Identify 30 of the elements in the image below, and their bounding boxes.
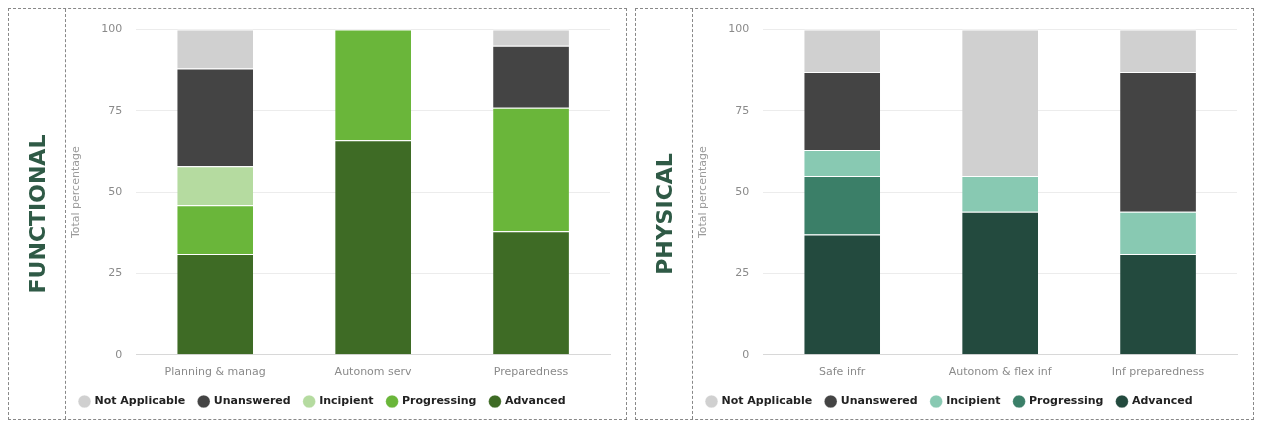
legend-label: Progressing [1029, 394, 1104, 408]
y-tick-label: 50 [735, 185, 750, 199]
x-tick-label: Inf preparedness [1111, 365, 1205, 379]
legend-label: Advanced [504, 394, 566, 408]
y-tick-label: 25 [108, 266, 123, 280]
legend-label: Incipient [319, 394, 374, 408]
legend-label: Unanswered [213, 394, 291, 408]
legend-label: Advanced [1131, 394, 1193, 408]
y-tick-label: 75 [108, 103, 123, 117]
y-tick-label: 100 [101, 22, 123, 36]
y-tick-label: 0 [115, 347, 123, 361]
y-tick-label: 75 [735, 103, 750, 117]
y-tick-label: 25 [735, 266, 750, 280]
y-tick-label: 50 [108, 185, 123, 199]
x-tick-label: Safe infr [819, 365, 866, 379]
legend-label: Not Applicable [94, 394, 186, 408]
legend-label: Unanswered [840, 394, 918, 408]
x-tick-label: Autonom serv [334, 365, 413, 379]
text: FUNCTIONAL [24, 134, 50, 294]
y-tick-label: 0 [742, 347, 750, 361]
y-axis-title: Total percentage [696, 146, 710, 240]
legend-label: Not Applicable [721, 394, 813, 408]
legend-label: Progressing [402, 394, 477, 408]
x-tick-label: Preparedness [493, 365, 569, 379]
x-tick-label: Autonom & flex inf [948, 365, 1053, 379]
text: PHYSICAL [651, 153, 677, 275]
x-tick-label: Planning & manag [164, 365, 266, 379]
y-tick-label: 100 [728, 22, 750, 36]
y-axis-title: Total percentage [69, 146, 83, 240]
legend-label: Incipient [946, 394, 1001, 408]
